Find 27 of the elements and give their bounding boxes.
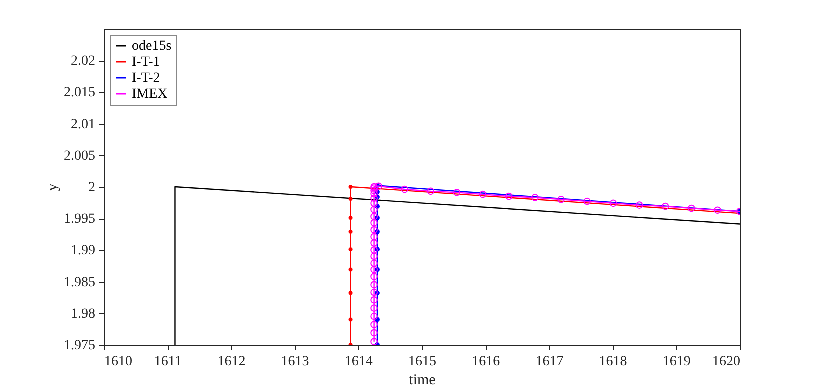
- x-axis-title: time: [409, 372, 436, 388]
- y-tick-label: 1.975: [64, 338, 96, 354]
- x-tick-label: 1617: [536, 354, 564, 370]
- legend-label: ode15s: [132, 39, 172, 54]
- x-tick-label: 1611: [154, 354, 182, 370]
- y-tick-label: 1.99: [71, 244, 96, 259]
- x-tick-label: 1610: [104, 354, 132, 370]
- x-tick-label: 1612: [218, 354, 246, 370]
- x-tick-label: 1618: [599, 354, 628, 370]
- x-tick-label: 1613: [281, 354, 310, 370]
- y-tick-label: 2: [88, 180, 96, 196]
- x-tick-label: 1615: [408, 354, 436, 370]
- x-tick-label: 1620: [712, 354, 740, 370]
- legend-label: I-T-1: [132, 55, 160, 70]
- y-tick-label: 1.995: [64, 212, 96, 228]
- legend-label: IMEX: [132, 87, 168, 102]
- x-tick-label: 1619: [662, 354, 691, 370]
- y-axis-title: y: [45, 183, 61, 192]
- x-tick-label: 1616: [472, 354, 500, 370]
- y-tick-label: 2.015: [64, 86, 96, 101]
- y-tick-label: 2.005: [64, 148, 96, 164]
- y-tick-label: 1.985: [64, 275, 96, 290]
- legend-label: I-T-2: [132, 71, 160, 86]
- y-tick-label: 1.98: [71, 306, 96, 322]
- y-tick-label: 2.02: [71, 54, 96, 70]
- y-tick-label: 2.01: [71, 117, 96, 132]
- x-tick-label: 1614: [344, 354, 373, 370]
